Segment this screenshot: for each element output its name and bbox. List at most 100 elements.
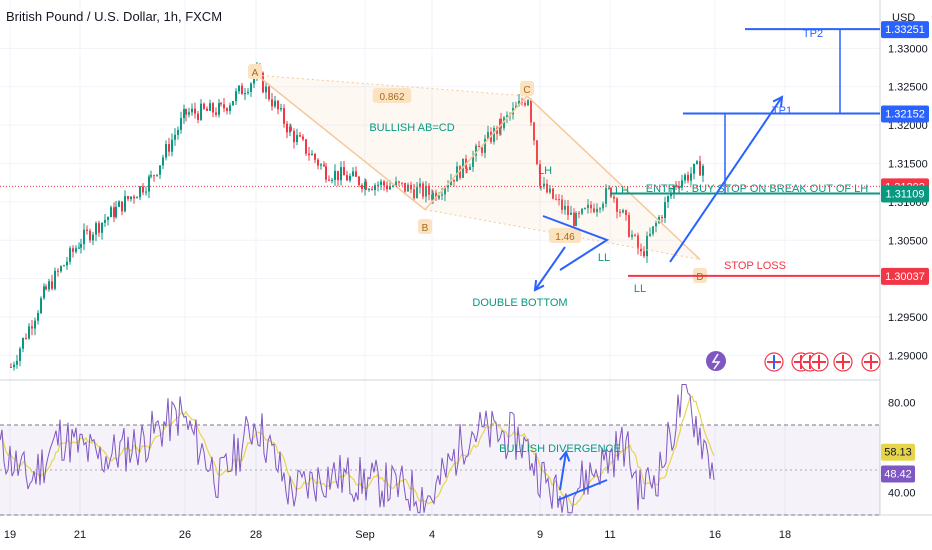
rsi-tick-label: 80.00 bbox=[888, 398, 916, 410]
ll-label-2: LL bbox=[634, 283, 646, 295]
point-a-label-bg bbox=[248, 64, 262, 79]
candle-body bbox=[229, 105, 231, 112]
candle-body bbox=[361, 184, 363, 190]
candle-body bbox=[328, 179, 330, 181]
candle-body bbox=[493, 128, 495, 142]
candle-body bbox=[543, 183, 545, 187]
candle-body bbox=[481, 147, 483, 153]
harmonic-fill-abc bbox=[257, 75, 527, 210]
candle-body bbox=[419, 183, 421, 188]
candle-body bbox=[640, 248, 642, 252]
symbol-title: British Pound / U.S. Dollar, 1h, FXCM bbox=[6, 9, 223, 24]
candle-body bbox=[496, 128, 498, 134]
candle-body bbox=[444, 187, 446, 195]
candle-body bbox=[311, 153, 313, 156]
candle-body bbox=[416, 187, 418, 199]
candle-body bbox=[177, 129, 179, 135]
rsi-value-label-bg bbox=[881, 443, 915, 461]
divergence-line bbox=[557, 479, 608, 501]
candle-body bbox=[283, 108, 285, 124]
candle-body bbox=[305, 139, 307, 154]
candle-body bbox=[314, 153, 316, 160]
pattern-name: BULLISH AB=CD bbox=[369, 122, 454, 134]
candle-body bbox=[139, 186, 141, 198]
candle-body bbox=[153, 175, 155, 177]
candle-body bbox=[690, 173, 692, 181]
candle-body bbox=[317, 159, 319, 166]
x-tick-label: 4 bbox=[429, 529, 435, 541]
candle-body bbox=[168, 144, 170, 152]
candle-body bbox=[527, 100, 529, 106]
candle-body bbox=[503, 117, 505, 129]
candle-body bbox=[684, 174, 686, 181]
candle-body bbox=[681, 180, 683, 188]
candle-body bbox=[404, 182, 406, 192]
candle-body bbox=[54, 270, 56, 289]
x-tick-label: 26 bbox=[179, 529, 191, 541]
candle-body bbox=[244, 93, 246, 95]
candle-body bbox=[346, 175, 348, 181]
candle-body bbox=[262, 72, 264, 93]
candle-body bbox=[693, 163, 695, 174]
candle-body bbox=[352, 171, 354, 176]
candle-body bbox=[643, 251, 645, 257]
candle-body bbox=[637, 235, 639, 249]
candle-body bbox=[57, 270, 59, 272]
point-b-label-bg bbox=[418, 219, 432, 234]
candle-body bbox=[619, 211, 621, 213]
rsi-value-label: 48.42 bbox=[884, 469, 912, 481]
candle-body bbox=[86, 229, 88, 231]
candle-body bbox=[265, 86, 267, 93]
candle-body bbox=[253, 78, 255, 84]
candle-body bbox=[83, 229, 85, 245]
ratio-label-1-bg bbox=[372, 88, 412, 103]
candle-body bbox=[622, 210, 624, 213]
candle-body bbox=[602, 203, 604, 209]
rsi-line bbox=[0, 384, 715, 514]
candle-body bbox=[232, 101, 234, 106]
candle-body bbox=[596, 208, 598, 213]
candle-body bbox=[130, 196, 132, 200]
currency-label: USD bbox=[892, 12, 916, 24]
candle-body bbox=[145, 191, 147, 193]
candle-body bbox=[223, 104, 225, 109]
candle-body bbox=[28, 326, 30, 339]
candle-body bbox=[250, 83, 252, 92]
candle-body bbox=[552, 188, 554, 199]
candle-body bbox=[325, 166, 327, 180]
candle-body bbox=[506, 115, 508, 118]
candle-body bbox=[165, 144, 167, 158]
candle-body bbox=[475, 145, 477, 156]
candle-body bbox=[702, 165, 704, 176]
candle-body bbox=[203, 103, 205, 109]
candle-body bbox=[159, 165, 161, 175]
candle-body bbox=[667, 196, 669, 203]
candle-body bbox=[10, 366, 12, 368]
candle-body bbox=[386, 185, 388, 190]
price-axis-label: 1.32152 bbox=[885, 108, 925, 120]
candle-body bbox=[584, 208, 586, 210]
candle-body bbox=[634, 234, 636, 236]
y-tick-label: 1.32500 bbox=[888, 82, 928, 94]
stop-loss-label: STOP LOSS bbox=[724, 260, 786, 272]
candle-body bbox=[358, 176, 360, 185]
candle-body bbox=[80, 244, 82, 248]
candle-body bbox=[696, 161, 698, 164]
candle-body bbox=[593, 208, 595, 213]
candle-body bbox=[570, 212, 572, 215]
candle-body bbox=[581, 208, 583, 214]
candle-body bbox=[72, 248, 74, 252]
candle-body bbox=[655, 223, 657, 227]
candle-body bbox=[286, 123, 288, 133]
candle-body bbox=[323, 164, 325, 167]
candle-body bbox=[136, 197, 138, 199]
candle-body bbox=[150, 175, 152, 177]
candle-body bbox=[567, 205, 569, 215]
candle-body bbox=[302, 136, 304, 140]
divergence-arrow-head bbox=[559, 449, 571, 462]
candle-body bbox=[613, 196, 615, 199]
candle-body bbox=[337, 170, 339, 181]
candle-body bbox=[277, 100, 279, 110]
rsi-value-label: 58.13 bbox=[884, 447, 912, 459]
